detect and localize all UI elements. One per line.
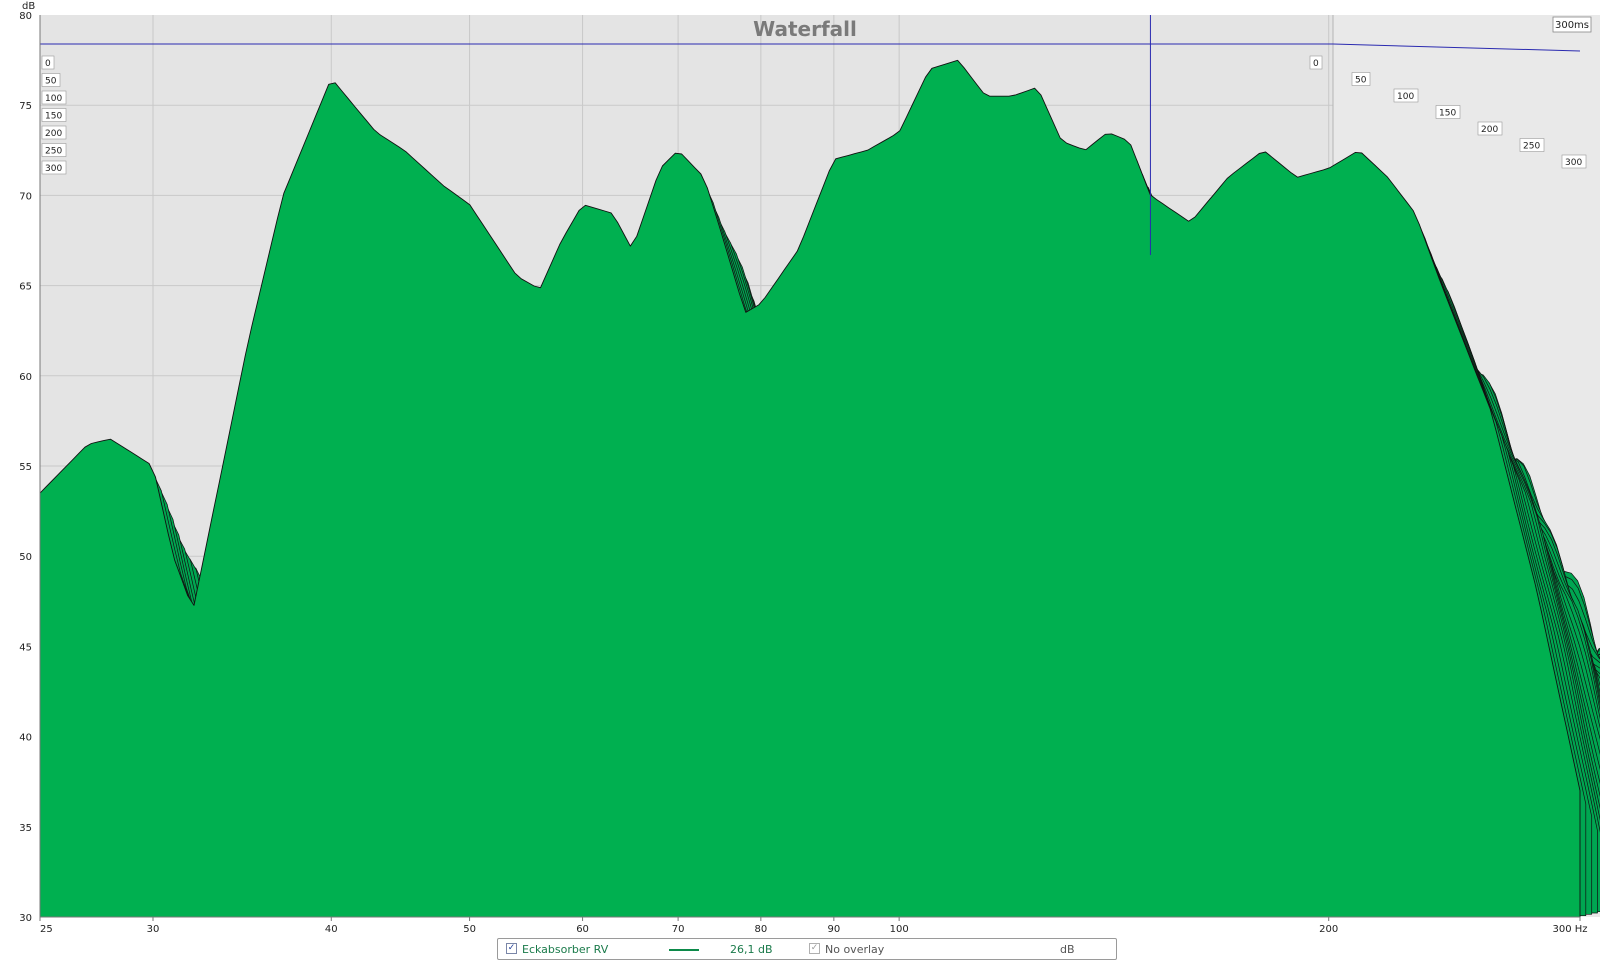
series-value: 26,1 dB bbox=[730, 943, 773, 956]
y-tick-label: 55 bbox=[19, 462, 32, 473]
time-label-left: 250 bbox=[45, 147, 62, 157]
x-tick-label: 90 bbox=[827, 924, 840, 935]
time-label-left-box bbox=[41, 90, 67, 105]
time-label-right-box bbox=[1351, 72, 1371, 86]
time-label-right: 200 bbox=[1481, 125, 1498, 135]
legend-unit: dB bbox=[1060, 943, 1075, 956]
time-label-left-box bbox=[41, 143, 67, 157]
time-label-left-box bbox=[41, 73, 61, 87]
series-name: Eckabsorber RV bbox=[522, 943, 609, 956]
series-visibility-checkbox[interactable]: ✓ bbox=[506, 943, 517, 954]
time-label-right-box bbox=[1519, 138, 1545, 152]
time-label-left-box bbox=[41, 125, 67, 140]
time-label-left: 300 bbox=[45, 164, 62, 174]
depth-end-label: 300ms bbox=[1552, 16, 1592, 33]
y-tick-label: 35 bbox=[19, 823, 32, 834]
x-tick-label: 25 bbox=[40, 924, 53, 935]
y-tick-label: 40 bbox=[19, 733, 32, 744]
y-tick-label: 50 bbox=[19, 552, 32, 563]
x-tick-label: 50 bbox=[463, 924, 476, 935]
time-label-right-box bbox=[1477, 121, 1503, 136]
series-color-swatch bbox=[669, 949, 699, 951]
x-tick-label: 40 bbox=[325, 924, 338, 935]
axes: 30 35 40 45 50 55 60 65 70 75 80 25 30 40 50 60 70 80 90 10… bbox=[19, 11, 1587, 935]
time-label-right: 250 bbox=[1523, 142, 1540, 152]
time-label-right: 150 bbox=[1439, 109, 1456, 119]
time-label-left: 150 bbox=[45, 112, 62, 122]
y-tick-label: 30 bbox=[19, 913, 32, 924]
y-tick-label: 80 bbox=[19, 11, 32, 22]
legend-bar: ✓ Eckabsorber RV 26,1 dB ✓ No overlay dB bbox=[497, 938, 1117, 960]
time-label-right: 300 bbox=[1565, 158, 1582, 168]
time-label-right: 50 bbox=[1355, 76, 1367, 86]
y-tick-label: 45 bbox=[19, 642, 32, 653]
time-label-left-box bbox=[41, 108, 67, 122]
time-label-right-box bbox=[1393, 88, 1419, 103]
y-tick-label: 65 bbox=[19, 282, 32, 293]
waterfall-slice bbox=[40, 59, 1581, 917]
time-label-left: 200 bbox=[45, 129, 62, 139]
time-label-right-box bbox=[1309, 55, 1323, 70]
time-label-right-box bbox=[1435, 105, 1461, 119]
depth-end-text: 300ms bbox=[1555, 20, 1589, 31]
x-tick-label: 300 Hz bbox=[1552, 924, 1587, 935]
time-label-left-box bbox=[41, 160, 67, 175]
chart-title: Waterfall bbox=[753, 17, 857, 41]
time-label-left: 0 bbox=[45, 59, 51, 69]
time-label-left: 50 bbox=[45, 77, 57, 87]
time-label-right: 0 bbox=[1313, 59, 1319, 69]
x-tick-label: 80 bbox=[754, 924, 767, 935]
y-tick-label: 75 bbox=[19, 101, 32, 112]
reference-line-depth bbox=[1332, 43, 1581, 52]
y-tick-label: 70 bbox=[19, 191, 32, 202]
time-label-left: 100 bbox=[45, 94, 62, 104]
time-label-left-box bbox=[41, 55, 55, 70]
time-label-right: 100 bbox=[1397, 92, 1414, 102]
time-label-right-box bbox=[1561, 154, 1587, 169]
overlay-label: No overlay bbox=[825, 943, 885, 956]
overlay: 0 50 100 150 200 250 300 0 50 100 150 200 250 300 bbox=[40, 15, 1587, 255]
x-tick-label: 200 bbox=[1319, 924, 1338, 935]
waterfall-surfaces bbox=[40, 59, 1600, 917]
x-tick-label: 60 bbox=[576, 924, 589, 935]
y-axis-unit-label: dB bbox=[22, 1, 35, 12]
overlay-checkbox[interactable]: ✓ bbox=[809, 943, 820, 954]
x-tick-label: 30 bbox=[147, 924, 160, 935]
x-tick-label: 70 bbox=[672, 924, 685, 935]
x-tick-label: 100 bbox=[890, 924, 909, 935]
y-tick-label: 60 bbox=[19, 372, 32, 383]
